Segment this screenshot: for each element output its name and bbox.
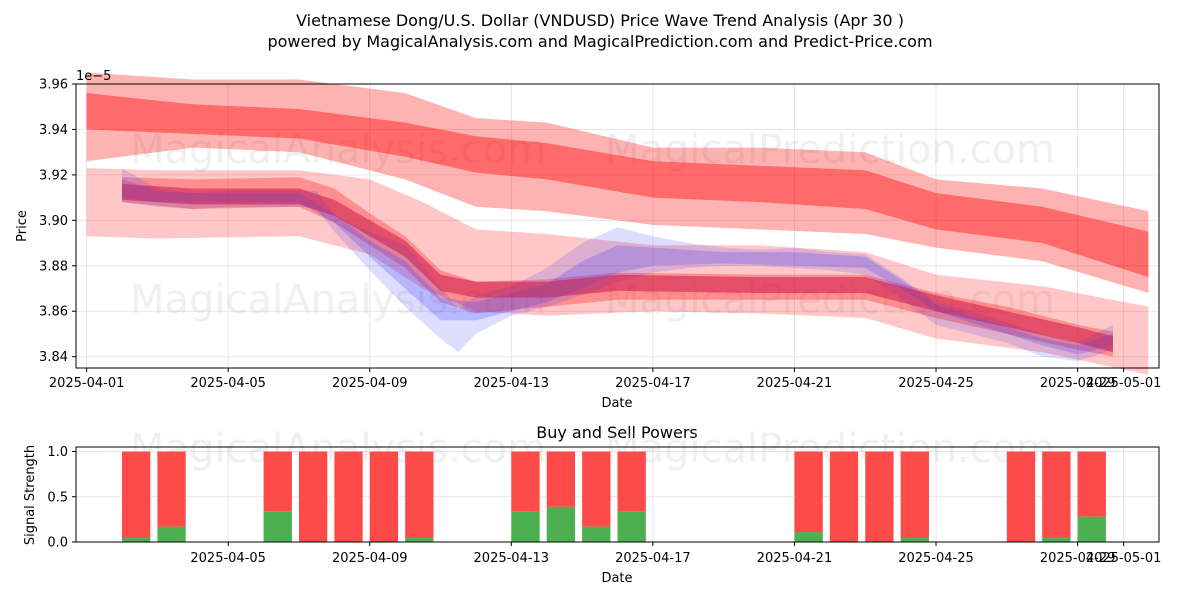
price-x-tick-label: 2025-04-09 [332, 376, 408, 391]
buy-bar [546, 506, 576, 542]
price-y-tick-label: 3.94 [39, 123, 68, 138]
price-y-tick-label: 3.96 [39, 78, 68, 93]
price-x-axis-label: Date [601, 396, 632, 411]
chart-title-line1: Vietnamese Dong/U.S. Dollar (VNDUSD) Pri… [296, 11, 904, 30]
sell-bar [829, 451, 859, 542]
watermark-magicalanalysis-top: MagicalAnalysis.com [130, 127, 546, 173]
sell-bar [582, 451, 611, 527]
sell-bar [511, 451, 540, 512]
sell-bar [263, 451, 292, 512]
sell-bar [334, 451, 363, 542]
y-scale-label: 1e−5 [76, 69, 111, 84]
buy-sell-x-tick-label: 2025-04-05 [190, 551, 266, 566]
red-upper-band-0 [86, 72, 1149, 293]
price-y-tick-label: 3.90 [39, 214, 68, 229]
buy-bar [122, 537, 151, 542]
buy-sell-x-tick-label: 2025-04-09 [332, 551, 408, 566]
chart-title-line2: powered by MagicalAnalysis.com and Magic… [267, 32, 932, 51]
buy-bar [794, 532, 823, 542]
price-x-tick-label: 2025-04-13 [474, 376, 550, 391]
sell-bar [865, 451, 894, 542]
buy-sell-panel: Buy and Sell Powers MagicalAnalysis.com … [23, 423, 1161, 586]
sell-bar [1042, 451, 1071, 538]
price-y-tick-label: 3.88 [39, 259, 68, 274]
buy-sell-title: Buy and Sell Powers [536, 423, 698, 442]
price-x-tick-label: 2025-04-01 [49, 376, 125, 391]
price-y-tick-label: 3.86 [39, 305, 68, 320]
red-lower-band-0 [86, 168, 1149, 375]
sell-bar [900, 451, 929, 538]
price-y-tick-label: 3.84 [39, 350, 68, 365]
price-y-tick-label: 3.92 [39, 168, 68, 183]
buy-sell-bars [122, 451, 1106, 542]
buy-bar [1042, 537, 1071, 542]
watermark-magicalprediction-mid: MagicalPrediction.com [605, 277, 1055, 323]
buy-sell-plot-frame [75, 446, 1160, 543]
price-gridlines [76, 83, 1159, 368]
price-y-ticks: 3.84 3.86 3.88 3.90 3.92 3.94 3.96 [39, 78, 76, 365]
sell-bar [369, 451, 399, 542]
blue-band-1 [122, 179, 1113, 355]
buy-sell-y-tick-label: 0.5 [47, 490, 68, 505]
buy-sell-x-axis-label: Date [601, 571, 632, 586]
buy-sell-x-tick-label: 2025-04-21 [757, 551, 833, 566]
buy-sell-y-ticks: 0.0 0.5 1.0 [47, 445, 76, 551]
sell-bar [794, 451, 823, 533]
buy-sell-x-tick-label: 2025-04-17 [615, 551, 691, 566]
purple-core-band [122, 184, 1113, 353]
red-lower-band-2 [122, 184, 1113, 353]
buy-bar [900, 537, 929, 542]
buy-sell-x-tick-label: 2025-04-29 [1040, 551, 1116, 566]
buy-sell-x-tick-label: 2025-05-01 [1086, 551, 1162, 566]
buy-bar [617, 511, 646, 542]
blue-band-0 [122, 168, 1113, 362]
price-x-tick-label: 2025-04-17 [615, 376, 691, 391]
price-x-tick-label: 2025-04-25 [898, 376, 974, 391]
signal-strength-axis-label: Signal Strength [23, 445, 38, 545]
sell-bar [122, 451, 151, 538]
buy-bar [582, 526, 611, 542]
price-plot-area [76, 84, 1159, 368]
price-plot-frame [75, 83, 1160, 369]
red-lower-band-1 [122, 177, 1113, 357]
buy-bar [157, 526, 186, 542]
price-x-ticks: 2025-04-01 2025-04-05 2025-04-09 2025-04-13… [49, 368, 1162, 391]
sell-bar [1077, 451, 1106, 517]
red-upper-band-1 [86, 93, 1149, 278]
buy-sell-x-tick-label: 2025-04-25 [898, 551, 974, 566]
sell-bar [298, 451, 328, 542]
price-wave-bands [86, 72, 1149, 375]
sell-bar [546, 451, 576, 507]
price-x-tick-label: 2025-04-29 [1040, 376, 1116, 391]
buy-bar [511, 511, 540, 542]
sell-bar [405, 451, 434, 538]
buy-sell-x-ticks: 2025-04-05 2025-04-09 2025-04-13 2025-04-17… [190, 542, 1161, 566]
buy-sell-y-tick-label: 1.0 [47, 445, 68, 460]
price-x-tick-label: 2025-04-05 [190, 376, 266, 391]
sell-bar [617, 451, 646, 512]
buy-bar [405, 537, 434, 542]
buy-bar [263, 511, 292, 542]
price-x-tick-label: 2025-05-01 [1086, 376, 1162, 391]
watermark-magicalprediction-top: MagicalPrediction.com [605, 127, 1055, 173]
buy-sell-x-tick-label: 2025-04-13 [474, 551, 550, 566]
sell-bar [157, 451, 186, 527]
price-x-tick-label: 2025-04-21 [757, 376, 833, 391]
watermark-magicalanalysis-mid: MagicalAnalysis.com [130, 277, 546, 323]
sell-bar [1006, 451, 1036, 542]
price-axis-label: Price [15, 210, 30, 242]
price-panel: MagicalAnalysis.com MagicalPrediction.co… [15, 69, 1161, 411]
buy-sell-y-tick-label: 0.0 [47, 536, 68, 551]
buy-bar [1077, 516, 1106, 542]
